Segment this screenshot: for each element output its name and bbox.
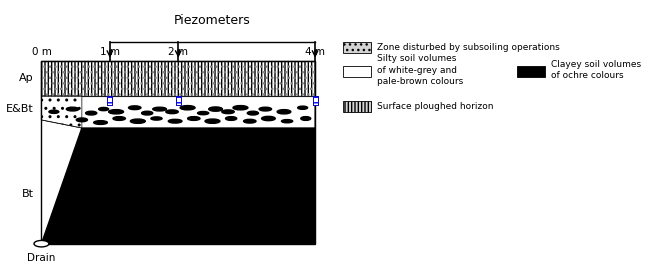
Ellipse shape xyxy=(141,111,153,115)
Bar xyxy=(41,61,315,96)
Ellipse shape xyxy=(113,117,125,120)
Bar xyxy=(107,96,112,105)
Text: Surface ploughed horizon: Surface ploughed horizon xyxy=(377,102,494,111)
Ellipse shape xyxy=(166,110,178,114)
Ellipse shape xyxy=(153,107,166,111)
Bar xyxy=(176,96,181,105)
Ellipse shape xyxy=(205,119,220,123)
Ellipse shape xyxy=(259,107,271,111)
Text: E&Bt: E&Bt xyxy=(6,104,34,114)
Bar xyxy=(313,96,317,105)
Ellipse shape xyxy=(108,110,124,114)
Text: Silty soil volumes
of white-grey and
pale-brown colours: Silty soil volumes of white-grey and pal… xyxy=(377,54,464,86)
Bar xyxy=(41,61,315,96)
Circle shape xyxy=(34,240,49,247)
Polygon shape xyxy=(41,96,82,128)
Ellipse shape xyxy=(151,117,162,120)
Ellipse shape xyxy=(94,121,107,124)
Bar xyxy=(107,96,112,105)
Bar xyxy=(343,101,371,112)
Text: Zone disturbed by subsoiling operations: Zone disturbed by subsoiling operations xyxy=(377,43,560,52)
Ellipse shape xyxy=(66,107,79,111)
Ellipse shape xyxy=(85,111,97,115)
Bar xyxy=(313,96,317,105)
Ellipse shape xyxy=(99,107,108,111)
Bar xyxy=(343,66,371,77)
Text: 2 m: 2 m xyxy=(168,47,189,57)
Bar xyxy=(41,61,315,96)
Text: 4 m: 4 m xyxy=(305,47,325,57)
Text: 1 m: 1 m xyxy=(100,47,120,57)
Text: 0 m: 0 m xyxy=(32,47,51,57)
Text: Piezometers: Piezometers xyxy=(174,14,251,27)
Ellipse shape xyxy=(168,119,182,123)
Ellipse shape xyxy=(277,110,291,114)
Ellipse shape xyxy=(129,106,141,110)
Text: Bt: Bt xyxy=(22,189,34,199)
Polygon shape xyxy=(41,128,315,244)
Ellipse shape xyxy=(130,119,145,123)
Ellipse shape xyxy=(233,106,248,110)
Bar xyxy=(343,42,371,52)
Text: Drain: Drain xyxy=(27,253,56,263)
Ellipse shape xyxy=(281,120,292,123)
Bar xyxy=(517,66,545,77)
Text: Clayey soil volumes
of ochre colours: Clayey soil volumes of ochre colours xyxy=(551,60,641,80)
Ellipse shape xyxy=(225,117,237,120)
Text: Ap: Ap xyxy=(19,73,34,83)
Ellipse shape xyxy=(222,110,235,114)
Ellipse shape xyxy=(261,116,275,121)
Ellipse shape xyxy=(298,106,307,109)
Polygon shape xyxy=(41,96,315,128)
Ellipse shape xyxy=(244,119,256,123)
Ellipse shape xyxy=(76,118,87,122)
Bar xyxy=(176,96,181,105)
Ellipse shape xyxy=(209,107,223,111)
Ellipse shape xyxy=(301,117,311,120)
Ellipse shape xyxy=(247,111,258,115)
Ellipse shape xyxy=(180,106,195,110)
Ellipse shape xyxy=(49,110,59,113)
Ellipse shape xyxy=(188,117,200,120)
Ellipse shape xyxy=(198,112,209,115)
